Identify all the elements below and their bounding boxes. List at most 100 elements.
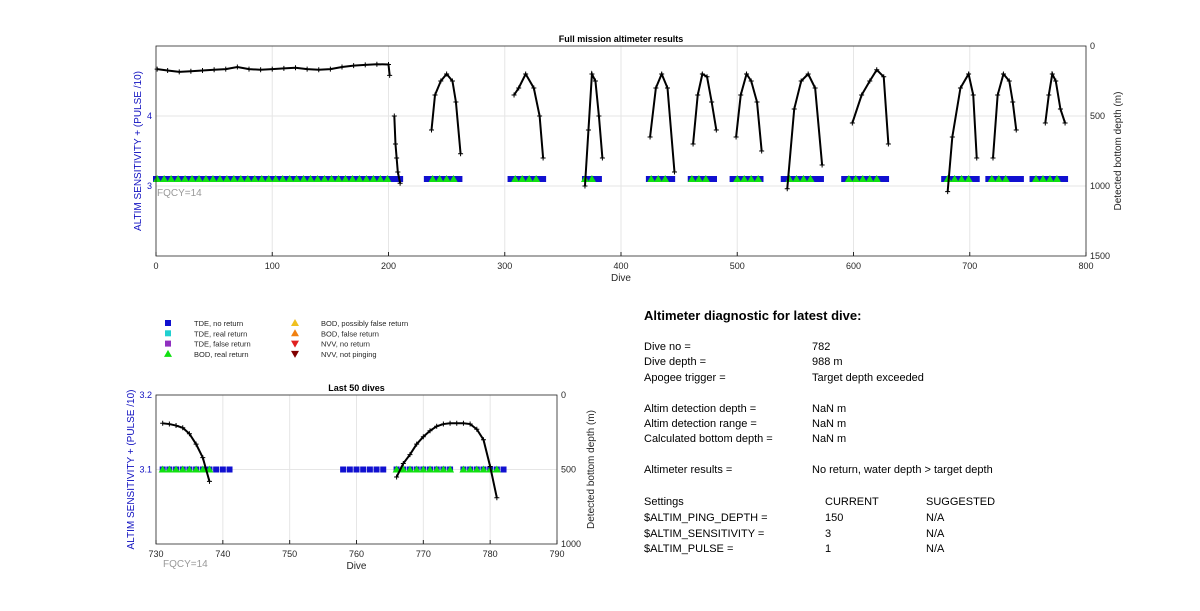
tde-no-return-marker (586, 176, 593, 182)
bottom-depth-point (659, 71, 665, 77)
tde-no-return-marker (941, 176, 948, 182)
y2-tick-label: 1000 (1090, 181, 1110, 191)
tde-no-return-marker (433, 176, 440, 182)
bod-real-return-marker (1032, 175, 1041, 182)
setting-name: $ALTIM_PULSE = (644, 543, 734, 555)
bottom-depth-point (206, 478, 212, 484)
bod-real-return-marker (844, 175, 853, 182)
bottom-depth-point (531, 85, 537, 91)
bottom-depth-point (537, 113, 543, 119)
bod-real-return-marker (994, 175, 1003, 182)
bottom-depth-point (258, 67, 264, 73)
tde-no-return-marker (269, 176, 276, 182)
bod-real-return-marker (446, 465, 455, 473)
bottom-depth-point (738, 92, 744, 98)
bottom-depth-point (592, 78, 598, 84)
bod-real-return-marker (701, 175, 710, 182)
bottom-depth-point (867, 78, 873, 84)
tde-no-return-marker (669, 176, 676, 182)
bod-real-return-marker (799, 175, 808, 182)
bod-real-return-marker (1001, 175, 1010, 182)
bod-real-return-marker (432, 465, 441, 473)
x-tick-label: 790 (549, 549, 564, 559)
bottom-depth-line (157, 63, 391, 76)
legend-marker (165, 320, 171, 326)
setting-name: $ALTIM_SENSITIVITY = (644, 528, 765, 540)
bottom-depth-point (1010, 99, 1016, 105)
bottom-depth-point (585, 127, 591, 133)
bottom-depth-point (695, 92, 701, 98)
bottom-depth-point (665, 85, 670, 91)
bod-real-return-marker (466, 465, 475, 473)
tde-no-return-marker (790, 176, 797, 182)
tde-no-return-marker (855, 176, 862, 182)
bottom-depth-point (293, 65, 298, 71)
y2-axis-label: Detected bottom depth (m) (586, 410, 597, 529)
bod-real-return-marker (369, 175, 378, 182)
bottom-depth-point (1057, 106, 1063, 112)
bottom-depth-point (414, 441, 420, 447)
tde-no-return-marker (213, 176, 220, 182)
bottom-depth-point (874, 67, 880, 73)
legend-marker (165, 330, 171, 337)
bod-real-return-marker (320, 175, 329, 182)
bottom-depth-point (351, 63, 357, 69)
dive-depth-label: Dive depth = (644, 356, 707, 368)
altim-detection-depth-label: Altim detection depth = (644, 403, 757, 415)
legend-label: BOD, false return (321, 329, 379, 338)
x-tick-label: 600 (846, 261, 861, 271)
bod-real-return-marker (285, 175, 294, 182)
bottom-depth-point (819, 162, 825, 168)
bottom-depth-point (180, 425, 186, 431)
tde-no-return-marker (752, 176, 759, 182)
bottom-depth-point (713, 127, 719, 133)
tde-no-return-marker (213, 466, 220, 473)
x-tick-label: 780 (483, 549, 498, 559)
tde-no-return-marker (664, 176, 671, 182)
bod-real-return-marker (865, 175, 874, 182)
bottom-depth-point (173, 423, 179, 429)
bod-real-return-marker (198, 465, 207, 473)
tde-no-return-marker (380, 176, 387, 182)
bod-real-return-marker (792, 175, 801, 182)
bottom-depth-point (211, 67, 217, 73)
legend-label: BOD, real return (194, 350, 249, 359)
tde-no-return-marker (283, 176, 290, 182)
bod-real-return-marker (201, 175, 210, 182)
bod-real-return-marker (957, 175, 966, 182)
bod-real-return-marker (243, 175, 252, 182)
bod-real-return-marker (687, 175, 696, 182)
bottom-depth-line (946, 71, 978, 192)
y2-axis-label: Detected bottom depth (m) (1113, 92, 1124, 211)
bottom-depth-point (400, 461, 406, 467)
tde-no-return-marker (659, 176, 666, 182)
bottom-depth-point (327, 66, 333, 72)
bottom-depth-point (432, 92, 438, 98)
bottom-depth-point (394, 155, 400, 161)
bottom-depth-line (649, 71, 676, 173)
bottom-depth-point (460, 420, 466, 426)
bottom-depth-point (407, 452, 413, 458)
tde-no-return-marker (339, 176, 345, 182)
bod-real-return-marker (174, 175, 183, 182)
bottom-depth-point (885, 141, 891, 147)
bottom-depth-point (949, 134, 955, 140)
bottom-depth-point (1062, 120, 1068, 126)
bod-real-return-marker (158, 465, 167, 473)
bottom-depth-point (386, 61, 391, 67)
tde-no-return-marker (380, 466, 387, 473)
bod-real-return-marker (1038, 175, 1047, 182)
bod-real-return-marker (435, 175, 444, 182)
bottom-depth-point (480, 437, 486, 443)
setting-current: 3 (825, 528, 832, 540)
tde-no-return-marker (738, 176, 745, 182)
bottom-depth-point (995, 92, 1001, 98)
bottom-depth-point (812, 85, 818, 91)
bottom-depth-line (430, 72, 462, 154)
bottom-depth-point (449, 78, 455, 84)
tde-no-return-marker (692, 176, 699, 182)
bottom-depth-point (990, 155, 996, 161)
y2-tick-label: 0 (1090, 41, 1095, 51)
bod-real-return-marker (264, 175, 273, 182)
